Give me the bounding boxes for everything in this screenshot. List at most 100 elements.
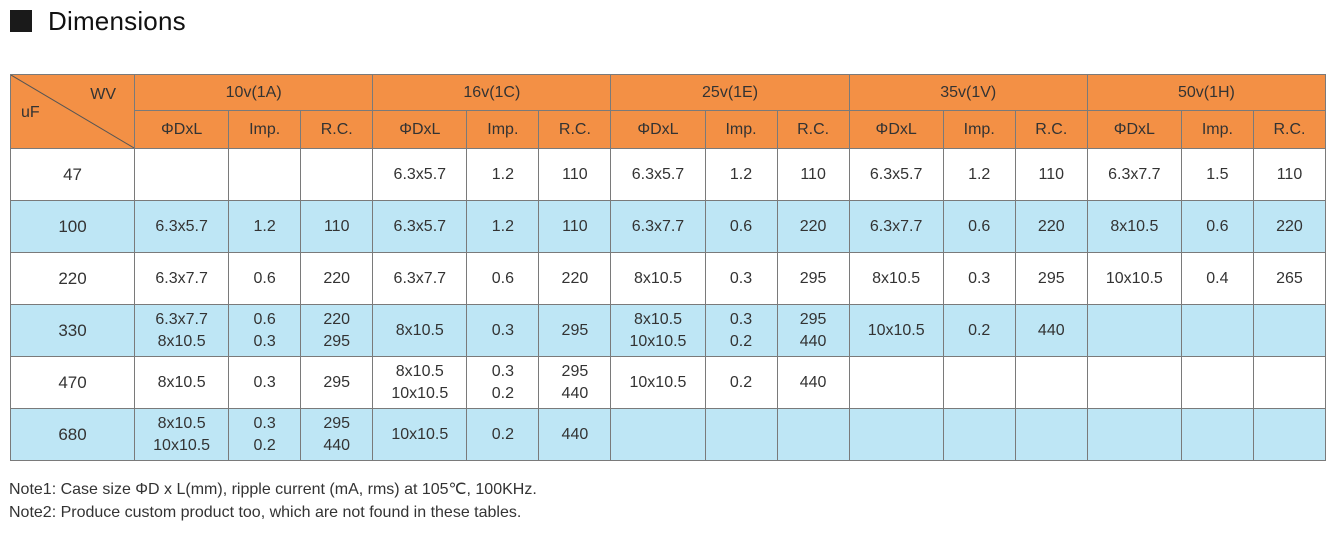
imp-cell: 0.6 — [228, 252, 302, 305]
rc-cell: 295 440 — [300, 408, 374, 461]
size-cell — [848, 408, 944, 461]
imp-cell: 1.2 — [466, 148, 540, 201]
rc-column-header: R.C. — [538, 110, 612, 149]
size-line: 10x10.5 — [153, 436, 211, 454]
imp-cell — [942, 356, 1016, 409]
size-cell — [1086, 408, 1182, 461]
size-cell: 10x10.5 — [1086, 252, 1182, 305]
imp-cell: 0.6 — [942, 200, 1016, 253]
rc-line: 295 — [799, 310, 827, 328]
size-line: 8x10.5 — [395, 362, 444, 380]
rc-cell: 110 — [776, 148, 850, 201]
size-column-header: ΦDxL — [1086, 110, 1182, 149]
size-cell: 6.3x5.7 — [134, 200, 230, 253]
size-cell: 6.3x7.7 — [134, 252, 230, 305]
uf-label: uF — [21, 104, 40, 121]
imp-cell: 1.2 — [466, 200, 540, 253]
imp-cell — [942, 408, 1016, 461]
size-cell — [848, 356, 944, 409]
capacitance-cell: 220 — [9, 252, 136, 305]
note-1: Note1: Case size ΦD x L(mm), ripple curr… — [9, 481, 537, 498]
rc-line: 440 — [323, 436, 351, 454]
size-cell — [134, 148, 230, 201]
imp-cell: 0.6 — [1180, 200, 1254, 253]
size-cell: 8x10.5 — [134, 356, 230, 409]
imp-cell: 0.6 — [466, 252, 540, 305]
size-column-header: ΦDxL — [372, 110, 468, 149]
size-line: 8x10.5 — [633, 310, 682, 328]
size-cell: 10x10.5 — [848, 304, 944, 357]
imp-cell: 0.3 — [466, 304, 540, 357]
imp-line: 0.2 — [491, 384, 514, 402]
table-row: 220 6.3x7.7 0.6 220 6.3x7.7 0.6 220 8x10.5 0.3 29… — [9, 252, 1327, 305]
imp-column-header: Imp. — [466, 110, 540, 149]
rc-cell: 110 — [538, 200, 612, 253]
square-bullet-icon — [10, 10, 32, 32]
rc-column-header: R.C. — [300, 110, 374, 149]
rc-cell: 295 — [1014, 252, 1088, 305]
size-cell — [610, 408, 706, 461]
rc-cell: 220 — [1252, 200, 1327, 253]
imp-cell: 0.2 — [466, 408, 540, 461]
rc-cell: 265 — [1252, 252, 1327, 305]
size-cell: 10x10.5 — [372, 408, 468, 461]
rc-cell — [1252, 356, 1327, 409]
imp-cell: 0.3 0.2 — [466, 356, 540, 409]
column-header-row: ΦDxL Imp. R.C. ΦDxL Imp. R.C. ΦDxL Imp. … — [11, 110, 1327, 149]
wv-label: WV — [90, 86, 117, 103]
rc-cell — [1252, 304, 1327, 357]
rc-cell: 220 295 — [300, 304, 374, 357]
size-line: 8x10.5 — [157, 414, 206, 432]
rc-cell: 295 440 — [538, 356, 612, 409]
imp-column-header: Imp. — [1180, 110, 1254, 149]
size-cell — [1086, 304, 1182, 357]
rc-cell: 440 — [538, 408, 612, 461]
rc-cell: 220 — [300, 252, 374, 305]
rc-cell: 220 — [1014, 200, 1088, 253]
imp-line: 0.6 — [253, 310, 276, 328]
rc-cell: 295 440 — [776, 304, 850, 357]
size-cell: 6.3x5.7 — [848, 148, 944, 201]
rc-cell — [776, 408, 850, 461]
size-cell: 6.3x7.7 — [372, 252, 468, 305]
rc-line: 440 — [799, 332, 827, 350]
size-cell: 6.3x5.7 — [372, 148, 468, 201]
rc-line: 220 — [323, 310, 351, 328]
size-cell: 8x10.5 10x10.5 — [134, 408, 230, 461]
table-row: 100 6.3x5.7 1.2 110 6.3x5.7 1.2 110 6.3x7.7 0.6 2… — [9, 200, 1327, 253]
size-line: 8x10.5 — [157, 332, 206, 350]
rc-cell: 110 — [300, 200, 374, 253]
size-cell: 8x10.5 — [372, 304, 468, 357]
rc-cell: 440 — [1014, 304, 1088, 357]
rc-cell — [1014, 408, 1088, 461]
imp-line: 0.2 — [729, 332, 753, 350]
size-cell: 6.3x7.7 8x10.5 — [134, 304, 230, 357]
imp-cell — [1180, 408, 1254, 461]
rc-cell: 295 — [538, 304, 612, 357]
capacitance-cell: 100 — [9, 200, 136, 253]
imp-cell: 0.3 0.2 — [228, 408, 302, 461]
imp-cell: 1.5 — [1180, 148, 1254, 201]
rc-line: 440 — [561, 384, 589, 402]
size-cell: 8x10.5 — [1086, 200, 1182, 253]
imp-cell: 0.3 — [942, 252, 1016, 305]
size-line: 6.3x7.7 — [155, 310, 208, 328]
imp-line: 0.2 — [253, 436, 276, 454]
wv-uf-corner-cell: WV uF — [9, 74, 136, 149]
size-line: 10x10.5 — [391, 384, 449, 402]
imp-cell: 1.2 — [704, 148, 778, 201]
diagonal-divider — [11, 75, 135, 148]
imp-column-header: Imp. — [228, 110, 302, 149]
dimensions-table: WV uF 10v(1A) 16v(1C) 25v(1E) 35v(1V) 50… — [9, 74, 1327, 461]
voltage-header: 25v(1E) — [610, 74, 850, 111]
table-row: 330 6.3x7.7 8x10.5 0.6 0.3 220 295 8x10.5 0.3 295… — [9, 304, 1327, 357]
capacitance-cell: 470 — [9, 356, 136, 409]
imp-cell — [1180, 356, 1254, 409]
rc-cell — [300, 148, 374, 201]
rc-column-header: R.C. — [776, 110, 850, 149]
imp-cell — [228, 148, 302, 201]
imp-cell: 0.2 — [704, 356, 778, 409]
rc-column-header: R.C. — [1252, 110, 1327, 149]
table-body: 47 6.3x5.7 1.2 110 6.3x5.7 1.2 110 6.3x5.7 1.2 11… — [9, 148, 1327, 461]
size-cell: 6.3x7.7 — [610, 200, 706, 253]
